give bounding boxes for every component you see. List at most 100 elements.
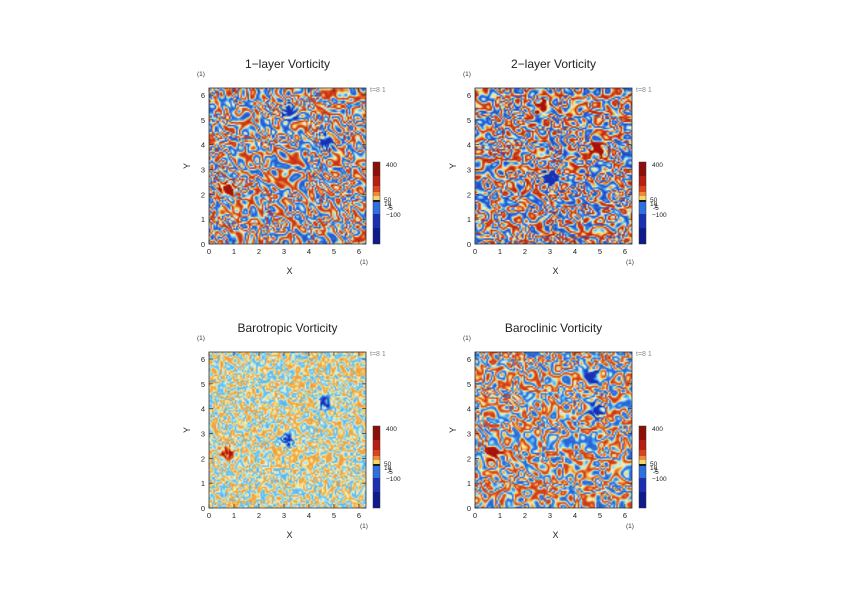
vorticity-field [209,352,366,508]
colorbar-segment [373,196,380,200]
x-tick-label: 6 [357,247,361,256]
plot-frame [474,87,633,245]
y-tick-label: 5 [201,380,205,389]
y-tick-label: 2 [467,190,471,199]
colorbar-label: 1 [388,203,392,210]
x-tick-label: 3 [282,511,286,520]
colorbar-segment [373,466,380,478]
x-tick-label: 1 [232,247,236,256]
x-tick-label: 2 [257,247,261,256]
y-tick-label: 1 [467,479,471,488]
y-tick-label: 2 [201,190,205,199]
colorbar-label: 50 [650,197,658,204]
x-tick-label: 3 [548,247,552,256]
time-label: t=8 1 [370,351,386,358]
y-tick-label: 5 [467,116,471,125]
x-tick-label: 3 [282,247,286,256]
colorbar-segment [373,200,380,202]
x-unit-label: (1) [360,259,368,266]
colorbar-label: 1 [654,467,658,474]
colorbar-label: 10 [384,201,392,208]
chart-panel: Barotropic Vorticity 0 1 2 3 4 5 6 0 1 2 3 4 5 6 X Y (1) (… [182,321,401,540]
colorbar-segment [639,440,646,450]
time-label: t=8 1 [636,351,652,358]
colorbar-label: 400 [652,426,663,433]
plot-frame [208,351,367,509]
x-tick-label: 4 [307,511,311,520]
colorbar-label: −100 [386,476,401,483]
y-axis-label: Y [182,163,192,169]
colorbar-segment [639,228,646,244]
y-unit-label: (1) [197,71,205,78]
colorbar-segment [639,492,646,508]
chart-title: 1−layer Vorticity [245,57,330,71]
x-tick-label: 0 [473,511,477,520]
colorbar-label: 400 [652,162,663,169]
x-tick-label: 6 [623,247,627,256]
colorbar-segment [373,440,380,450]
colorbar-segment [373,214,380,228]
x-tick-label: 2 [257,511,261,520]
y-tick-label: 3 [201,166,205,175]
x-tick-label: 6 [357,511,361,520]
colorbar-label: 10 [650,201,658,208]
y-axis-label: Y [448,427,458,433]
y-tick-label: 6 [201,355,205,364]
chart-panel: 2−layer Vorticity 0 1 2 3 4 5 6 0 1 2 3 4 5 6 X Y (1) (1) t… [448,57,667,276]
colorbar-label: −100 [386,212,401,219]
colorbar-segment [639,196,646,200]
y-tick-label: 2 [467,454,471,463]
vorticity-field [209,88,366,244]
colorbar-frame [372,425,381,509]
x-axis-label: X [286,530,292,540]
colorbar-segment [639,466,646,478]
colorbar-segment [639,426,646,440]
time-label: t=8 1 [636,87,652,94]
y-tick-label: 3 [467,430,471,439]
y-tick-label: 6 [467,355,471,364]
y-tick-label: 4 [201,405,205,414]
x-tick-label: 0 [473,247,477,256]
colorbar-label: 10 [384,465,392,472]
chart-title: 2−layer Vorticity [511,57,596,71]
colorbar-label: 1 [388,467,392,474]
colorbar-segment [373,460,380,464]
colorbar-label: -5 [387,469,393,476]
x-tick-label: 6 [623,511,627,520]
x-axis-label: X [552,530,558,540]
y-tick-label: 1 [201,479,205,488]
colorbar-segment [373,186,380,192]
vorticity-field [475,352,632,508]
colorbar-frame [638,425,647,509]
x-tick-label: 2 [523,247,527,256]
colorbar-segment [639,478,646,492]
y-tick-label: 3 [201,430,205,439]
x-unit-label: (1) [626,523,634,530]
colorbar-label: -5 [387,205,393,212]
y-tick-label: 0 [201,504,205,513]
y-tick-label: 2 [201,454,205,463]
colorbar-segment [373,450,380,456]
time-label: t=8 1 [370,87,386,94]
y-tick-label: 0 [467,240,471,249]
colorbar-frame [638,161,647,245]
x-unit-label: (1) [626,259,634,266]
colorbar-label: 1 [654,203,658,210]
x-tick-label: 4 [307,247,311,256]
x-tick-label: 1 [232,511,236,520]
y-tick-label: 5 [467,380,471,389]
colorbar-segment [373,192,380,196]
chart-title: Barotropic Vorticity [237,321,337,335]
colorbar-segment [639,200,646,202]
colorbar-segment [639,176,646,186]
y-tick-label: 1 [201,215,205,224]
x-tick-label: 0 [207,247,211,256]
chart-title: Baroclinic Vorticity [505,321,602,335]
colorbar-segment [373,464,380,466]
x-tick-label: 3 [548,511,552,520]
colorbar-segment [639,162,646,176]
y-tick-label: 4 [467,405,471,414]
colorbar-segment [373,162,380,176]
colorbar-segment [639,192,646,196]
y-tick-label: 5 [201,116,205,125]
